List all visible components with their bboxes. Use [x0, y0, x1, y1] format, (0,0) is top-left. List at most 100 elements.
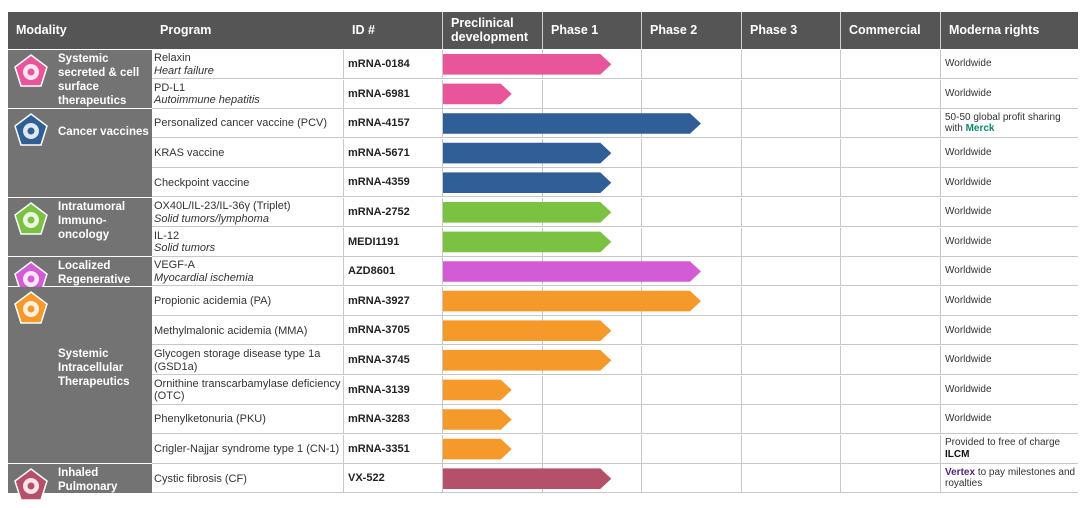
rights-text: Worldwide	[945, 413, 992, 425]
rights-text: Worldwide	[945, 354, 992, 366]
phase-cell	[641, 464, 741, 494]
phase-cell	[740, 405, 841, 435]
phase-cell	[840, 257, 940, 287]
phase-cell	[641, 227, 741, 257]
rights-cell: Worldwide	[940, 257, 1078, 287]
program-id: mRNA-3705	[344, 316, 442, 346]
phase-cell	[541, 50, 642, 79]
program-indication: Solid tumors/lymphoma	[154, 212, 269, 225]
phase-cell	[442, 405, 542, 435]
program-cell: Checkpoint vaccine	[152, 168, 344, 198]
rights-text-wrap: Worldwide	[945, 206, 992, 218]
table-row: Relaxin Heart failure mRNA-0184 Worldwide	[152, 50, 1078, 79]
phase-cell	[840, 405, 940, 435]
program-indication: Solid tumors	[154, 242, 216, 255]
rights-text: Worldwide	[945, 58, 992, 70]
rights-cell: Worldwide	[940, 227, 1078, 257]
rights-text-wrap: 50-50 global profit sharing with Merck	[945, 112, 1078, 135]
program-indication: Autoimmune hepatitis	[154, 94, 260, 107]
program-cell: PD-L1 Autoimmune hepatitis	[152, 79, 344, 109]
program-cell: OX40L/IL-23/IL-36γ (Triplet) Solid tumors…	[152, 198, 344, 227]
phase-cell	[641, 79, 741, 109]
phase-cell	[740, 316, 841, 346]
program-indication: Heart failure	[154, 64, 214, 77]
phase-cell	[840, 316, 940, 346]
program-id: mRNA-4157	[344, 109, 442, 139]
program-cell: Glycogen storage disease type 1a (GSD1a)	[152, 346, 344, 375]
rights-text-wrap: Worldwide	[945, 177, 992, 189]
phase-cell	[641, 109, 741, 139]
program-id: mRNA-3139	[344, 375, 442, 405]
rights-cell: Worldwide	[940, 50, 1078, 79]
rights-text: Worldwide	[945, 87, 992, 99]
phase-cell	[541, 405, 642, 435]
program-name: VEGF-A	[154, 259, 195, 272]
rights-text: Provided to free of charge	[945, 437, 1061, 449]
phase-cell	[840, 138, 940, 168]
phase-cell	[541, 138, 642, 168]
phase-cell	[541, 346, 642, 375]
program-id: mRNA-4359	[344, 168, 442, 198]
rights-text: Worldwide	[945, 295, 992, 307]
program-name: Ornithine transcarbamylase deficiency (O…	[154, 377, 341, 403]
phase-cell	[740, 434, 841, 464]
rights-text: Worldwide	[945, 176, 992, 188]
header-phase-3: Phase 3	[741, 12, 840, 49]
rights-cell: Worldwide	[940, 198, 1078, 227]
phase-cell	[740, 79, 841, 109]
program-name: Glycogen storage disease type 1a (GSD1a)	[154, 348, 321, 373]
modality-group: Cancer vaccines	[8, 109, 152, 197]
modality-name: Inhaled Pulmonary Therapeutics	[58, 467, 130, 508]
partner-name: ILCM	[945, 448, 970, 460]
program-name: PD-L1	[154, 81, 186, 94]
phase-cell	[840, 168, 940, 198]
modality-group: Intratumoral Immuno-oncology	[8, 198, 152, 257]
phase-cell	[442, 198, 542, 227]
rights-text-wrap: Worldwide	[945, 88, 992, 100]
modality-group: Systemic Intracellular Therapeutics	[8, 286, 152, 464]
modality-name: Intratumoral Immuno-oncology	[58, 201, 126, 241]
rights-cell: 50-50 global profit sharing with Merck	[940, 109, 1078, 139]
rights-cell: Worldwide	[940, 138, 1078, 168]
phase-cell	[641, 405, 741, 435]
phase-cell	[442, 464, 542, 494]
program-name: Crigler-Najjar syndrome type 1 (CN-1)	[154, 443, 340, 456]
rights-text: Worldwide	[945, 383, 992, 395]
phase-cell	[442, 79, 542, 109]
rights-cell: Worldwide	[940, 405, 1078, 435]
rights-text: Worldwide	[945, 147, 992, 159]
rights-text: to pay milestones and royalties	[945, 466, 1076, 490]
program-cell: KRAS vaccine	[152, 138, 344, 168]
program-cell: Personalized cancer vaccine (PCV)	[152, 109, 344, 139]
program-name: Methylmalonic acidemia (MMA)	[154, 324, 308, 337]
program-name: Propionic acidemia (PA)	[154, 295, 272, 308]
phase-cell	[641, 168, 741, 198]
phase-cell	[442, 50, 542, 79]
phase-cell	[740, 50, 841, 79]
program-cell: VEGF-A Myocardial ischemia	[152, 257, 344, 287]
rights-cell: Worldwide	[940, 346, 1078, 375]
rights-text: Worldwide	[945, 206, 992, 218]
rights-text-wrap: Worldwide	[945, 58, 992, 70]
phase-cell	[442, 168, 542, 198]
phase-cell	[541, 109, 642, 139]
rights-text-wrap: Worldwide	[945, 236, 992, 248]
phase-cell	[442, 227, 542, 257]
phase-cell	[840, 198, 940, 227]
rights-text-wrap: Worldwide	[945, 354, 992, 366]
phase-cell	[541, 227, 642, 257]
phase-cell	[541, 198, 642, 227]
phase-cell	[541, 286, 642, 316]
phase-cell	[740, 286, 841, 316]
phase-cell	[442, 434, 542, 464]
phase-cell	[442, 257, 542, 287]
phase-cell	[442, 375, 542, 405]
program-id: mRNA-3745	[344, 346, 442, 375]
rights-cell: Worldwide	[940, 79, 1078, 109]
program-cell: Ornithine transcarbamylase deficiency (O…	[152, 375, 344, 405]
phase-cell	[840, 375, 940, 405]
phase-cell	[442, 286, 542, 316]
program-id: AZD8601	[344, 257, 442, 287]
program-cell: IL-12 Solid tumors	[152, 227, 344, 257]
phase-cell	[641, 198, 741, 227]
